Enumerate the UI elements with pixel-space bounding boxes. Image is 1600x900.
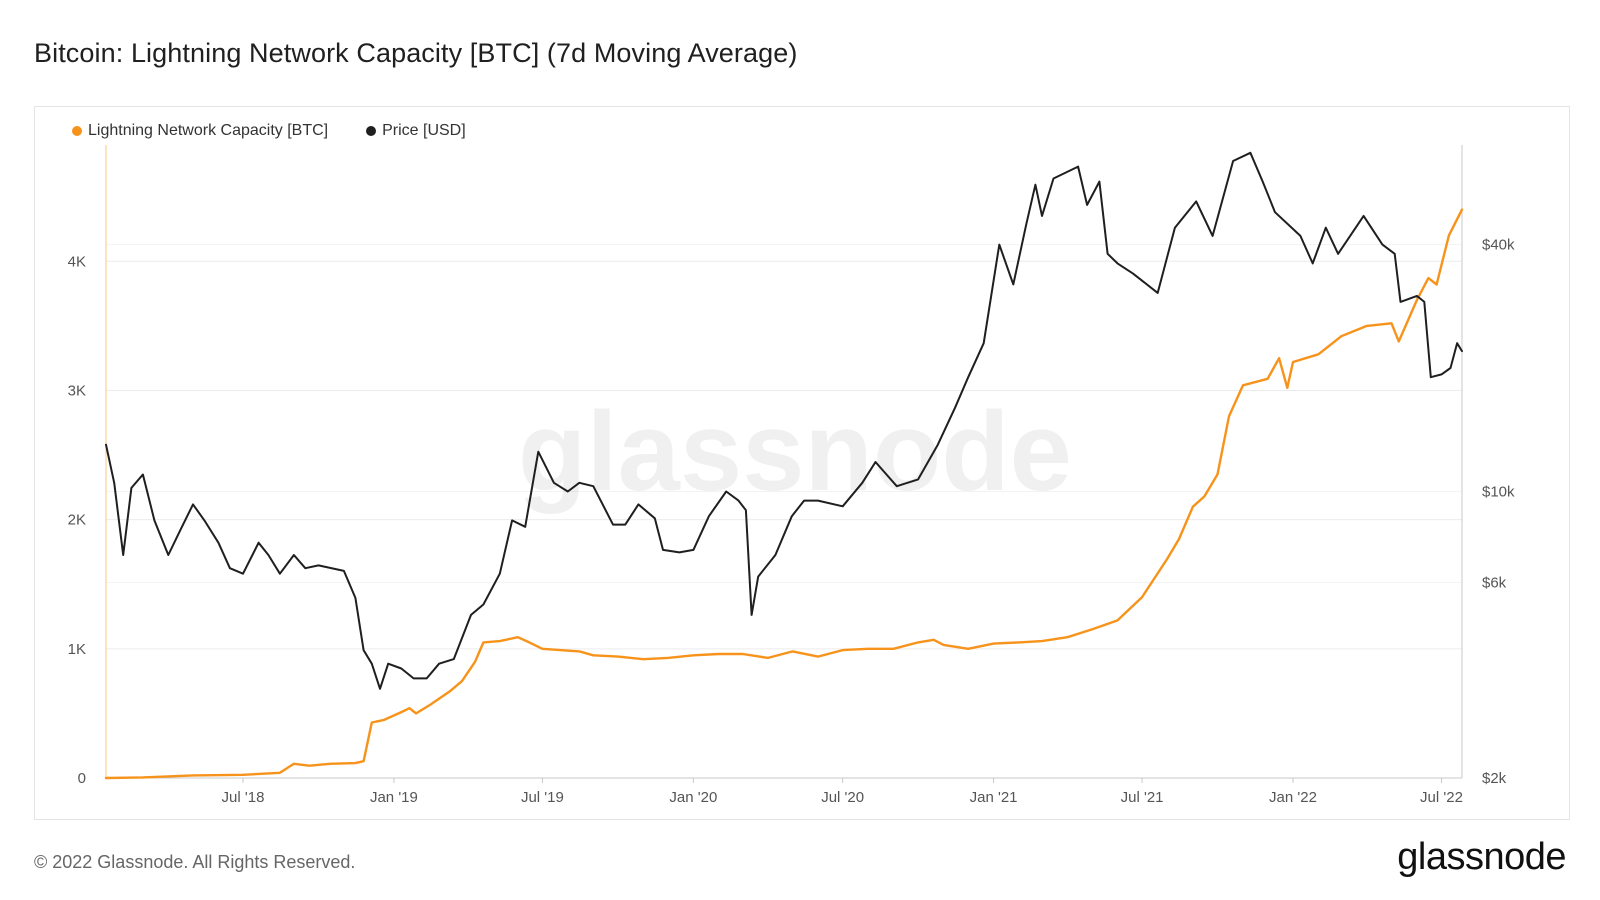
copyright-footer: © 2022 Glassnode. All Rights Reserved. xyxy=(34,852,356,872)
y-left-tick-label: 4K xyxy=(68,253,86,270)
y-left-tick-label: 0 xyxy=(78,770,86,787)
legend-label-capacity: Lightning Network Capacity [BTC] xyxy=(88,122,329,139)
y-right-tick-label: $2k xyxy=(1482,770,1507,787)
x-tick-label: Jul '22 xyxy=(1420,789,1463,806)
capacity-line[interactable] xyxy=(104,208,1464,780)
x-tick-label: Jan '20 xyxy=(669,789,717,806)
legend-label-price: Price [USD] xyxy=(382,122,466,139)
series-lines xyxy=(104,151,1464,780)
x-tick-label: Jul '19 xyxy=(521,789,564,806)
glassnode-logo: glassnode xyxy=(1397,836,1566,878)
x-tick-label: Jan '21 xyxy=(970,789,1018,806)
legend-marker-capacity xyxy=(72,126,82,136)
watermark: glassnode xyxy=(518,389,1072,514)
y-left-tick-label: 3K xyxy=(68,382,86,399)
price-line[interactable] xyxy=(105,151,1463,690)
y-left-tick-label: 2K xyxy=(68,512,86,529)
y-right-tick-label: $6k xyxy=(1482,574,1507,591)
x-tick-label: Jul '18 xyxy=(222,789,265,806)
chart-panel xyxy=(34,106,1570,820)
axes: 0 1K 2K 3K 4K $2k $6k $10k $40k Jul '18 Jan '19 Jul… xyxy=(68,145,1515,806)
legend-item-price[interactable]: Price [USD] xyxy=(366,122,466,140)
x-tick-label: Jan '19 xyxy=(370,789,418,806)
chart-legend: Lightning Network Capacity [BTC] Price [… xyxy=(72,122,466,140)
chart-title: Bitcoin: Lightning Network Capacity [BTC… xyxy=(34,38,798,68)
x-tick-label: Jul '20 xyxy=(821,789,864,806)
y-right-tick-label: $40k xyxy=(1482,237,1515,254)
x-tick-label: Jul '21 xyxy=(1121,789,1164,806)
y-left-tick-label: 1K xyxy=(68,641,86,658)
x-tick-label: Jan '22 xyxy=(1269,789,1317,806)
legend-marker-price xyxy=(366,126,377,136)
legend-item-capacity[interactable]: Lightning Network Capacity [BTC] xyxy=(72,122,328,140)
y-right-tick-label: $10k xyxy=(1482,483,1515,500)
